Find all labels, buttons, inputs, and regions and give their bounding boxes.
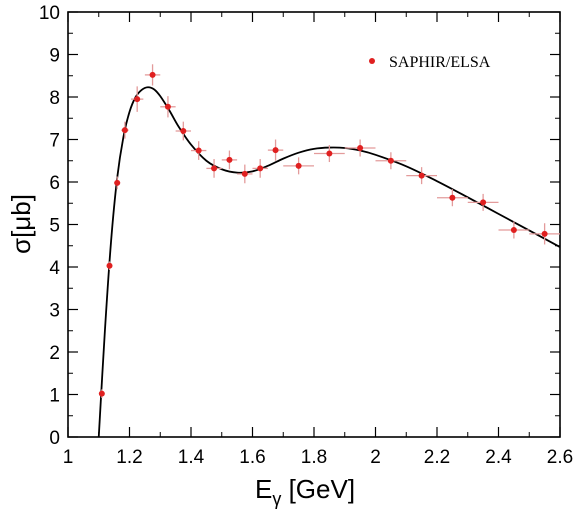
x-axis-title-unit: [GeV] (281, 474, 355, 504)
y-tick-label: 4 (49, 258, 60, 279)
legend-marker (369, 58, 375, 64)
data-point-group (191, 141, 207, 160)
data-point-group (144, 64, 161, 86)
data-point (241, 170, 248, 177)
legend: SAPHIR/ELSA (369, 54, 491, 71)
x-tick-label: 2.2 (424, 447, 450, 468)
data-point-group (437, 189, 468, 207)
x-tick-labels: 1 1.2 1.4 1.6 1.8 2 2.2 2.4 2.6 (63, 447, 574, 468)
data-point-group (283, 157, 314, 175)
data-point (510, 227, 517, 234)
x-tick-label: 1.4 (178, 447, 205, 468)
x-tick-label: 1.2 (116, 447, 142, 468)
x-axis-title-subscript: γ (272, 489, 281, 509)
data-point-group (131, 86, 144, 112)
data-point-group (237, 164, 253, 184)
data-point (257, 165, 264, 172)
data-point (226, 156, 233, 163)
data-point-group (529, 223, 560, 245)
y-tick-label: 10 (39, 3, 60, 24)
data-point-group (406, 167, 437, 185)
y-tick-labels: 0 1 2 3 4 5 6 7 8 9 10 (39, 3, 61, 449)
data-point-group (121, 121, 129, 139)
y-tick-label: 0 (49, 428, 60, 449)
x-axis-title-main: E (255, 474, 272, 504)
data-point (449, 194, 456, 201)
data-points-layer (98, 64, 560, 398)
y-axis-title: σ[μb] (6, 194, 36, 254)
x-axis-title: Eγ [GeV] (255, 474, 355, 509)
data-point (211, 165, 218, 172)
data-point-group (175, 121, 191, 141)
data-point-group (221, 150, 238, 170)
data-point (418, 172, 425, 179)
data-point (195, 147, 202, 154)
data-point (480, 199, 487, 206)
x-tick-label: 2.4 (485, 447, 512, 468)
data-point (387, 157, 394, 164)
plot-frame (67, 11, 561, 438)
data-point-group (314, 145, 345, 163)
data-point (106, 262, 113, 269)
y-tick-label: 6 (49, 173, 60, 194)
y-tick-label: 2 (49, 343, 60, 364)
y-tick-label: 7 (49, 131, 60, 152)
data-point-group (375, 152, 407, 170)
y-tick-label: 3 (49, 301, 60, 322)
model-curve (97, 86, 561, 438)
data-point (98, 390, 105, 397)
data-point (149, 71, 156, 78)
data-point (134, 96, 141, 103)
legend-label: SAPHIR/ELSA (389, 54, 491, 71)
data-point (164, 103, 171, 110)
data-point (272, 147, 279, 154)
x-tick-label: 2 (370, 447, 381, 468)
data-point (357, 145, 364, 151)
data-point-group (252, 159, 268, 178)
model-curve-layer (97, 86, 561, 438)
data-point (541, 230, 548, 237)
y-tick-label: 1 (49, 386, 60, 407)
x-tick-label: 2.6 (547, 447, 573, 468)
x-tick-label: 1.8 (301, 447, 327, 468)
axis-ticks (67, 11, 561, 438)
y-tick-label: 5 (49, 216, 60, 237)
data-point-group (267, 139, 284, 161)
y-tick-label: 9 (49, 46, 60, 67)
data-point-group (160, 96, 176, 118)
data-point-group (206, 159, 222, 178)
data-point-group (106, 261, 113, 270)
data-point-group (498, 221, 530, 239)
data-point-group (114, 176, 121, 190)
data-point-group (344, 139, 376, 157)
data-point (121, 127, 128, 134)
data-point (180, 128, 187, 134)
data-point (326, 150, 333, 157)
x-tick-label: 1.6 (239, 447, 265, 468)
data-point-group (467, 193, 499, 211)
data-point (114, 179, 121, 186)
y-tick-label: 8 (49, 88, 60, 109)
data-point-group (98, 389, 105, 398)
x-tick-label: 1 (63, 447, 74, 468)
data-point (295, 162, 302, 169)
